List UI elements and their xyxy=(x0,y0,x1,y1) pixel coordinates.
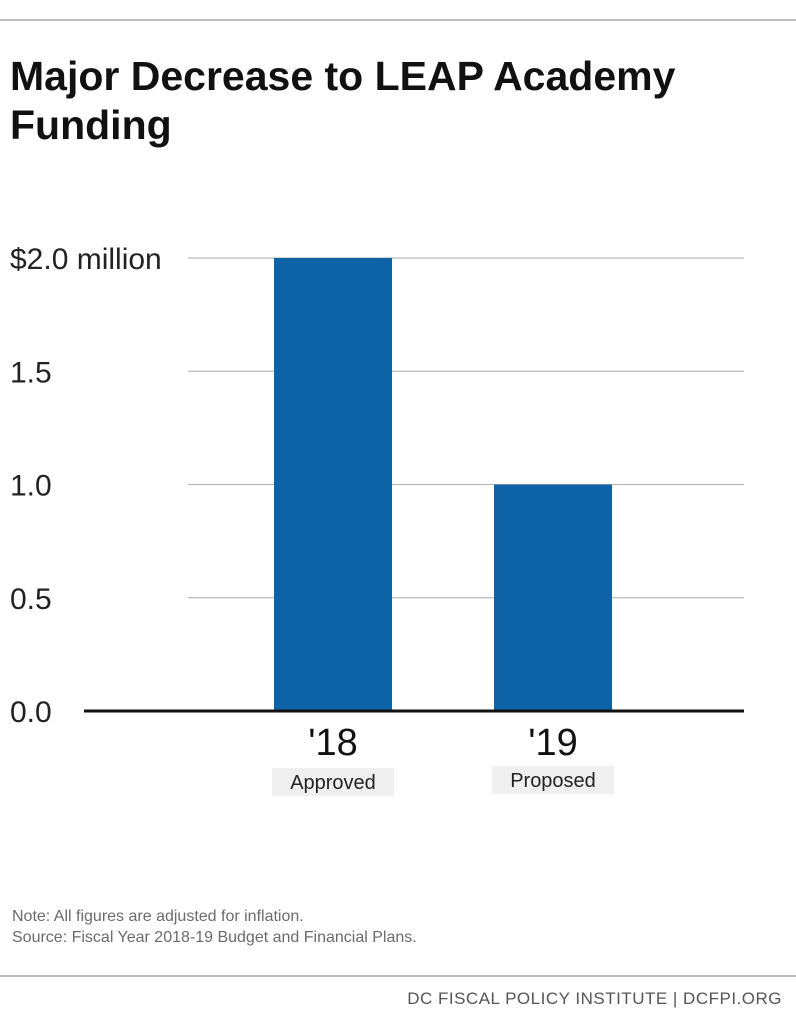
x-sublabel: Proposed xyxy=(510,770,596,792)
bars xyxy=(274,258,612,711)
y-tick-label: 1.0 xyxy=(10,470,52,503)
y-tick-label: 0.5 xyxy=(10,583,52,616)
bar-2 xyxy=(494,484,612,711)
x-sublabel-background xyxy=(492,766,614,794)
top-divider xyxy=(0,19,796,21)
note-text: Note: All figures are adjusted for infla… xyxy=(12,908,304,925)
bar-1 xyxy=(274,258,392,711)
chart-notes: Note: All figures are adjusted for infla… xyxy=(12,906,417,948)
footer-credit: DC FISCAL POLICY INSTITUTE | DCFPI.ORG xyxy=(407,989,782,1008)
y-axis-ticks: 0.0 0.5 1.0 1.5 $2.0 million xyxy=(10,243,162,729)
bottom-divider xyxy=(0,975,796,977)
source-text: Source: Fiscal Year 2018-19 Budget and F… xyxy=(12,929,417,946)
gridlines xyxy=(188,257,744,599)
x-sublabel-background xyxy=(272,768,394,796)
x-axis-labels: '18 Approved '19 Proposed xyxy=(272,722,614,796)
x-category-label: '19 xyxy=(528,722,578,764)
bar-chart: 0.0 0.5 1.0 1.5 $2.0 million '18 Approved '19 P… xyxy=(10,243,744,796)
y-tick-label: $2.0 million xyxy=(10,243,162,276)
x-sublabel: Approved xyxy=(290,772,376,794)
y-tick-label: 1.5 xyxy=(10,356,52,389)
x-category-label: '18 xyxy=(308,722,358,764)
y-tick-label: 0.0 xyxy=(10,696,52,729)
chart-title: Major Decrease to LEAP Academy Funding xyxy=(10,53,676,148)
